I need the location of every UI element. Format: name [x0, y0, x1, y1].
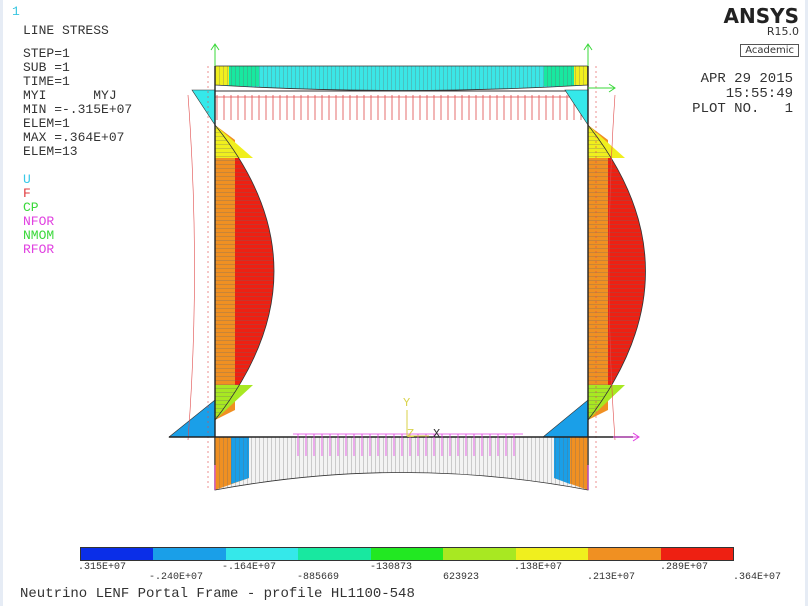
colorbar-label-9: .364E+07	[733, 572, 782, 583]
colorbar-label-8: .289E+07	[660, 562, 709, 573]
axis-label-x: X	[433, 427, 441, 441]
colorbar-label-7: .213E+07	[587, 572, 636, 583]
brand-block: ANSYS R15.0 Academic	[723, 6, 799, 57]
brand-badge: Academic	[740, 44, 799, 57]
symbol-legend-nmom: NMOM	[23, 228, 55, 243]
info-max: MAX =.364E+07	[23, 130, 125, 145]
footer-caption: Neutrino LENF Portal Frame - profile HL1…	[20, 586, 415, 602]
colorbar-segment-2	[225, 548, 299, 560]
symbol-legend-nfor: NFOR	[23, 214, 55, 229]
plot-date: APR 29 2015	[700, 71, 793, 87]
colorbar-label-2: -.164E+07	[222, 562, 277, 573]
symbol-legend-cp: CP	[23, 200, 39, 215]
axis-label-z: Z	[407, 427, 415, 441]
info-min-elem: ELEM=1	[23, 116, 70, 131]
bottom-beam-load-arrows	[293, 433, 523, 456]
info-sub: SUB =1	[23, 60, 70, 75]
info-max-elem: ELEM=13	[23, 144, 78, 159]
info-time: TIME=1	[23, 74, 70, 89]
plot-time: 15:55:49	[725, 86, 793, 102]
info-step: STEP=1	[23, 46, 70, 61]
window-number: 1	[12, 4, 20, 19]
graphics-viewport[interactable]: 1 LINE STRESS STEP=1 SUB =1 TIME=1 MYI M…	[3, 0, 805, 606]
plot-number: PLOT NO. 1	[692, 101, 793, 117]
left-column-moment-band	[168, 66, 275, 490]
colorbar-segment-3	[298, 548, 371, 560]
left-window-edge	[0, 0, 3, 606]
plot-title: LINE STRESS	[23, 23, 109, 38]
colorbar-segment-8	[660, 548, 733, 560]
colorbar-label-4: -130873	[370, 562, 413, 573]
symbol-legend-u: U	[23, 172, 31, 187]
reaction-arrows	[210, 43, 640, 490]
colorbar-label-0: .315E+07	[78, 562, 127, 573]
axis-label-y: Y	[403, 396, 411, 410]
info-min: MIN =-.315E+07	[23, 102, 133, 117]
date-time-block: APR 29 2015 15:55:49 PLOT NO. 1	[692, 72, 793, 117]
bottom-beam-moment-band	[169, 436, 633, 491]
colorbar-segment-5	[443, 548, 516, 560]
colorbar-segment-1	[153, 548, 226, 560]
right-column-moment-band	[542, 66, 646, 490]
colorbar-segment-0	[81, 548, 154, 560]
colorbar-segment-6	[515, 548, 589, 560]
brand-version: R15.0	[766, 25, 799, 38]
axis-triad	[406, 410, 429, 437]
colorbar-segment-7	[588, 548, 661, 560]
colorbar-label-1: -.240E+07	[149, 572, 204, 583]
info-item-labels: MYI MYJ	[23, 88, 117, 103]
colorbar-label-6: .138E+07	[514, 562, 563, 573]
colorbar-label-3: -885669	[297, 572, 340, 583]
brand-logo: ANSYS	[723, 4, 799, 28]
symbol-legend-rfor: RFOR	[23, 242, 55, 257]
contour-colorbar	[80, 547, 734, 561]
right-window-edge	[805, 0, 808, 606]
colorbar-segment-4	[370, 548, 444, 560]
symbol-legend-f: F	[23, 186, 31, 201]
portal-frame-diagram	[168, 43, 646, 491]
top-beam-load-arrows	[215, 95, 588, 120]
colorbar-label-5: 623923	[443, 572, 480, 583]
top-beam-moment-band	[214, 65, 589, 92]
